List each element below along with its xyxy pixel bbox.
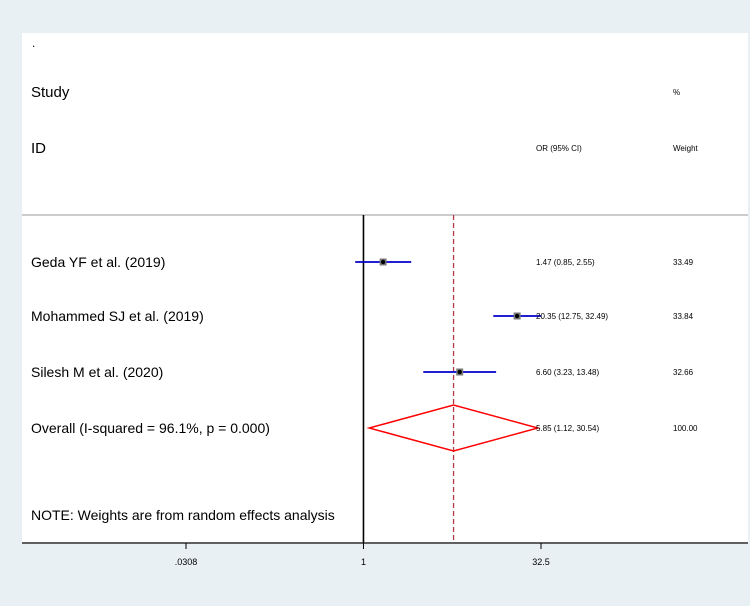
- x-axis-ticks: .0308 1 32.5: [175, 543, 550, 567]
- study-row: Silesh M et al. (2020) 6.60 (3.23, 13.48)…: [31, 364, 694, 380]
- weight-header-label: Weight: [673, 144, 699, 153]
- study-label: Silesh M et al. (2020): [31, 364, 163, 380]
- study-row: Mohammed SJ et al. (2019) 20.35 (12.75, 3…: [31, 308, 694, 324]
- overall-weight-text: 100.00: [673, 424, 698, 433]
- weight-header-percent: %: [673, 88, 680, 97]
- study-header: Study: [31, 84, 70, 101]
- effect-header: OR (95% CI): [536, 144, 582, 153]
- study-rows: Geda YF et al. (2019) 1.47 (0.85, 2.55) 33…: [31, 254, 698, 452]
- study-row: Geda YF et al. (2019) 1.47 (0.85, 2.55) 33…: [31, 254, 694, 270]
- footnote: NOTE: Weights are from random effects an…: [31, 507, 335, 523]
- x-tick-label: .0308: [175, 557, 198, 567]
- point-estimate: [380, 259, 386, 265]
- ci-text: 6.60 (3.23, 13.48): [536, 368, 599, 377]
- x-tick-label: 1: [361, 557, 366, 567]
- point-estimate: [514, 313, 520, 319]
- overall-ci-text: 5.85 (1.12, 30.54): [536, 424, 599, 433]
- chart-marks: [362, 215, 455, 543]
- overall-diamond: [366, 404, 541, 452]
- id-header: ID: [31, 140, 46, 157]
- ci-text: 20.35 (12.75, 32.49): [536, 312, 608, 321]
- plot-area: [22, 33, 748, 544]
- overall-row: Overall (I-squared = 96.1%, p = 0.000) 5.…: [31, 404, 698, 452]
- x-tick-label: 32.5: [532, 557, 550, 567]
- overall-label: Overall (I-squared = 96.1%, p = 0.000): [31, 420, 270, 436]
- weight-text: 33.84: [673, 312, 694, 321]
- point-estimate: [457, 369, 462, 375]
- weight-text: 32.66: [673, 368, 694, 377]
- weight-text: 33.49: [673, 258, 694, 267]
- corner-mark: .: [32, 36, 35, 50]
- study-label: Mohammed SJ et al. (2019): [31, 308, 204, 324]
- study-label: Geda YF et al. (2019): [31, 254, 165, 270]
- ci-text: 1.47 (0.85, 2.55): [536, 258, 595, 267]
